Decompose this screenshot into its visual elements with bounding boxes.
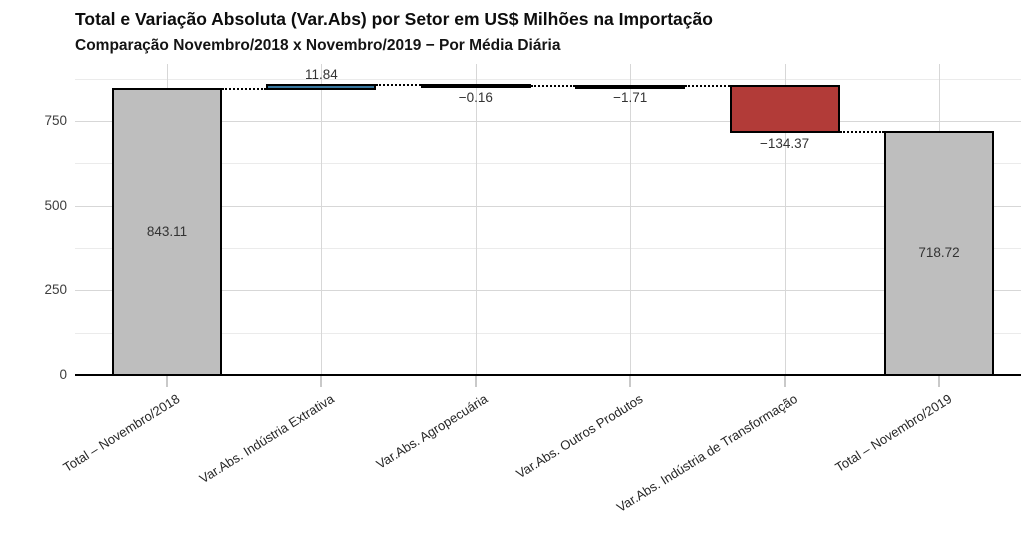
bar-value-label: −1.71 <box>613 90 648 106</box>
x-axis-category-label: Total – Novembro/2019 <box>832 391 954 475</box>
gridline-vertical <box>630 64 632 375</box>
waterfall-connector <box>222 88 267 91</box>
x-axis-tick <box>166 376 168 387</box>
y-axis-tick-label: 750 <box>44 113 67 128</box>
gridline-minor <box>75 248 1021 249</box>
waterfall-bar-total <box>884 130 994 376</box>
waterfall-bar-decrease <box>420 84 531 89</box>
chart-subtitle: Comparação Novembro/2018 x Novembro/2019… <box>75 37 561 54</box>
bar-value-label: 843.11 <box>146 224 188 240</box>
x-axis-tick <box>783 376 786 387</box>
x-axis-tick <box>629 376 632 387</box>
waterfall-connector <box>839 130 884 133</box>
bar-value-label: 11.84 <box>305 67 338 83</box>
gridline-vertical <box>321 64 323 375</box>
waterfall-bar-increase <box>266 84 377 91</box>
waterfall-connector <box>685 85 730 88</box>
x-axis-line <box>75 373 1021 376</box>
x-axis-tick <box>938 376 940 387</box>
gridline-major <box>75 121 1021 122</box>
waterfall-connector <box>376 84 421 87</box>
x-axis-category-label: Var.Abs. Indústria Extrativa <box>196 391 337 487</box>
gridline-vertical <box>784 64 786 375</box>
waterfall-connector <box>530 84 576 87</box>
bar-value-label: 718.72 <box>918 245 960 261</box>
waterfall-bar-decrease <box>729 85 840 133</box>
gridline-major <box>75 290 1021 292</box>
gridline-major <box>75 205 1021 207</box>
x-axis-category-label: Var.Abs. Indústria de Transformação <box>613 391 800 516</box>
gridline-minor <box>75 78 1021 80</box>
x-axis-category-label: Var.Abs. Outros Produtos <box>513 391 646 482</box>
x-axis-tick <box>320 376 323 387</box>
gridline-minor <box>75 163 1021 165</box>
x-axis-tick <box>474 376 477 387</box>
bar-value-label: −134.37 <box>760 135 810 151</box>
y-axis-tick-label: 250 <box>44 282 67 298</box>
x-axis-category-label: Var.Abs. Agropecuária <box>373 391 491 472</box>
chart-title: Total e Variação Absoluta (Var.Abs) por … <box>75 9 713 29</box>
y-axis-tick-label: 500 <box>44 197 67 213</box>
gridline-minor <box>75 332 1021 334</box>
bar-value-label: −0.16 <box>458 89 493 105</box>
x-axis-category-label: Total – Novembro/2018 <box>60 391 182 475</box>
y-axis-tick-label: 0 <box>59 367 67 382</box>
gridline-vertical <box>475 64 477 375</box>
waterfall-bar-decrease <box>575 84 686 89</box>
